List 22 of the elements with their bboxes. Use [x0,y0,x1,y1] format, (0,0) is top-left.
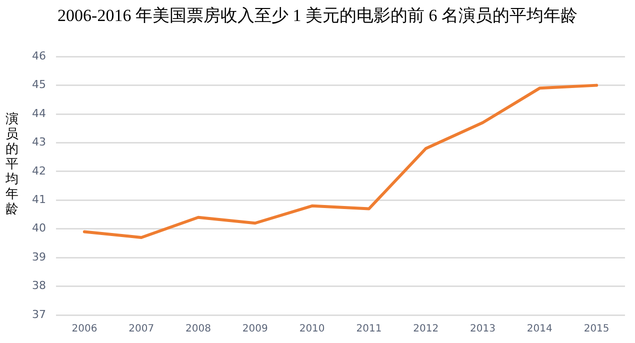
y-tick-label: 37 [32,308,46,321]
y-tick-label: 45 [32,78,46,92]
y-tick-label: 39 [32,250,46,264]
x-tick-label: 2014 [526,324,552,335]
y-tick-label: 42 [32,164,46,178]
y-tick-label: 38 [32,279,46,292]
y-tick-label: 41 [32,193,46,206]
y-axis-title: 演员的平均年龄 [5,112,19,217]
x-tick-label: 2006 [72,324,98,335]
x-tick-label: 2011 [356,324,382,335]
x-tick-label: 2013 [470,324,496,335]
chart-title: 2006-2016 年美国票房收入至少 1 美元的电影的前 6 名演员的平均年龄 [56,5,578,27]
y-tick-label: 44 [32,106,46,120]
y-tick-label: 43 [32,136,46,149]
x-tick-label: 2012 [413,324,439,335]
x-tick-label: 2007 [128,324,154,335]
x-tick-label: 2015 [584,324,610,335]
x-tick-label: 2009 [242,324,268,335]
x-tick-label: 2010 [299,324,325,335]
y-tick-label: 40 [32,222,46,235]
y-tick-label: 46 [32,49,46,62]
x-tick-label: 2008 [186,324,211,335]
